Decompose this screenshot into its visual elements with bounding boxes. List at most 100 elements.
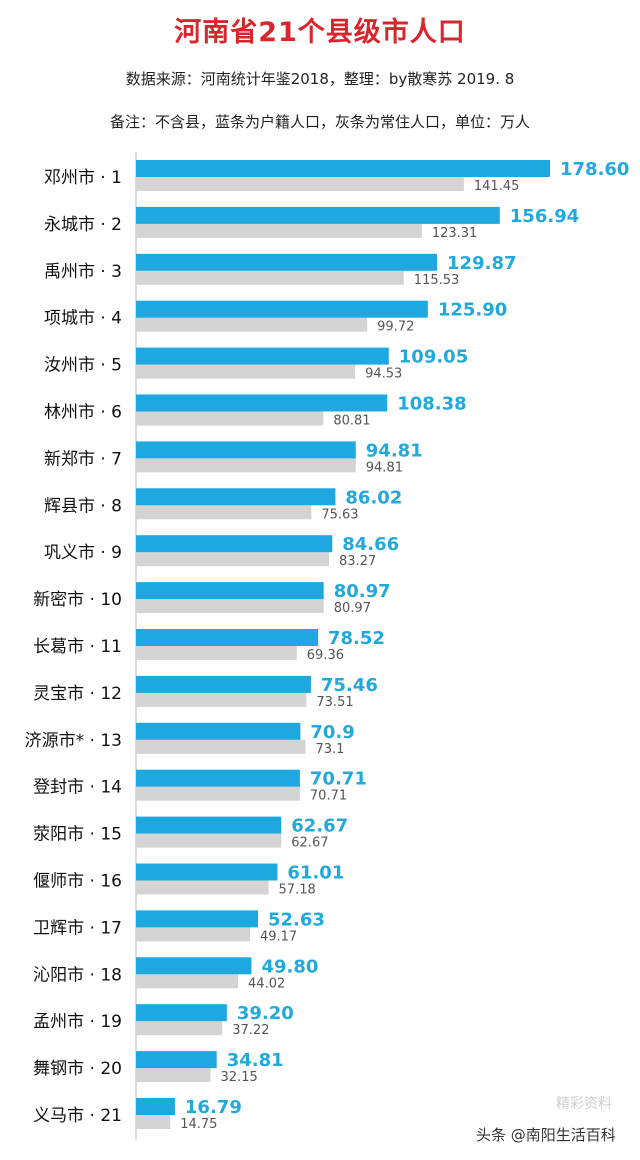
registered-bar	[136, 582, 324, 600]
registered-bar	[136, 816, 282, 834]
category-label: 义马市 · 21	[33, 1106, 122, 1126]
registered-value-label: 70.71	[310, 769, 367, 790]
registered-value-label: 108.38	[397, 394, 466, 415]
category-label: 邓州市 · 1	[44, 168, 122, 188]
resident-value-label: 94.81	[366, 460, 403, 475]
resident-value-label: 73.51	[316, 695, 353, 710]
category-label: 舞钢市 · 20	[33, 1059, 122, 1079]
resident-bar	[136, 458, 356, 473]
resident-bar	[136, 223, 422, 238]
resident-bar	[136, 739, 306, 754]
resident-bar	[136, 411, 324, 426]
category-label: 登封市 · 14	[33, 778, 122, 798]
resident-value-label: 69.36	[307, 648, 344, 663]
registered-bar	[136, 253, 438, 271]
resident-bar	[136, 317, 368, 332]
registered-value-label: 75.46	[321, 675, 378, 696]
category-label: 济源市* · 13	[25, 731, 122, 751]
registered-bar	[136, 910, 258, 928]
resident-value-label: 70.71	[310, 789, 347, 804]
resident-value-label: 75.63	[321, 507, 358, 522]
resident-value-label: 62.67	[291, 836, 328, 851]
resident-value-label: 37.22	[232, 1023, 269, 1038]
resident-bar	[136, 927, 250, 942]
registered-bar	[136, 300, 428, 318]
category-label: 辉县市 · 8	[44, 496, 122, 516]
registered-bar	[136, 863, 278, 881]
category-label: 禹州市 · 3	[44, 262, 122, 282]
resident-value-label: 115.53	[414, 273, 460, 288]
resident-bar	[136, 692, 307, 707]
registered-value-label: 78.52	[328, 628, 385, 649]
registered-bar	[136, 1098, 175, 1115]
resident-bar	[136, 646, 297, 660]
resident-bar	[136, 552, 330, 567]
category-label: 永城市 · 2	[44, 215, 122, 235]
registered-value-label: 125.90	[438, 300, 507, 321]
resident-value-label: 141.45	[474, 179, 520, 194]
resident-bar	[136, 177, 464, 191]
registered-bar	[136, 488, 336, 506]
registered-value-label: 129.87	[447, 253, 516, 274]
resident-bar	[136, 786, 300, 801]
category-label: 项城市 · 4	[44, 309, 122, 329]
resident-value-label: 80.81	[333, 414, 370, 429]
data-source-text: 数据来源：河南统计年鉴2018，整理：by散寒苏 2019. 8	[125, 70, 515, 88]
registered-value-label: 178.60	[560, 159, 629, 180]
resident-value-label: 80.97	[334, 601, 371, 616]
category-label: 卫辉市 · 17	[33, 918, 122, 938]
resident-bar	[136, 1068, 211, 1083]
resident-value-label: 57.18	[279, 883, 316, 898]
registered-value-label: 70.9	[310, 722, 354, 743]
category-label: 荥阳市 · 15	[33, 825, 122, 845]
registered-value-label: 94.81	[366, 440, 423, 461]
registered-bar	[136, 160, 550, 177]
category-label: 沁阳市 · 18	[33, 965, 122, 985]
registered-bar	[136, 629, 319, 646]
registered-value-label: 34.81	[227, 1050, 284, 1071]
registered-bar	[136, 769, 300, 787]
registered-bar	[136, 535, 333, 553]
resident-value-label: 32.15	[221, 1070, 258, 1085]
registered-bar	[136, 675, 311, 693]
registered-value-label: 52.63	[268, 909, 325, 930]
category-label: 孟州市 · 19	[33, 1012, 122, 1032]
registered-bar	[136, 722, 301, 740]
page-title: 河南省21个县级市人口	[174, 17, 466, 48]
registered-bar	[136, 441, 356, 459]
category-label: 新郑市 · 7	[44, 449, 122, 469]
registered-value-label: 61.01	[287, 863, 344, 884]
resident-value-label: 73.1	[315, 742, 344, 757]
registered-value-label: 39.20	[237, 1003, 294, 1024]
category-label: 林州市 · 6	[44, 403, 122, 423]
registered-value-label: 156.94	[510, 206, 579, 227]
category-label: 巩义市 · 9	[44, 543, 122, 563]
registered-value-label: 109.05	[399, 347, 468, 368]
registered-bar	[136, 1004, 227, 1022]
resident-value-label: 123.31	[432, 226, 478, 241]
resident-bar	[136, 833, 282, 848]
resident-value-label: 44.02	[248, 976, 285, 991]
registered-value-label: 16.79	[185, 1097, 242, 1118]
resident-bar	[136, 1021, 223, 1036]
registered-value-label: 62.67	[291, 816, 348, 837]
resident-bar	[136, 599, 324, 614]
category-label: 新密市 · 10	[33, 590, 122, 610]
registered-value-label: 84.66	[342, 534, 399, 555]
resident-value-label: 94.53	[365, 367, 402, 382]
category-label: 偃师市 · 16	[33, 872, 122, 892]
resident-value-label: 14.75	[180, 1117, 217, 1132]
resident-bar	[136, 270, 404, 285]
resident-bar	[136, 880, 269, 895]
watermark-faint-text: 精彩资料	[556, 1096, 612, 1112]
registered-value-label: 86.02	[345, 487, 402, 508]
resident-bar	[136, 505, 312, 520]
resident-bar	[136, 1115, 171, 1129]
category-label: 汝州市 · 5	[44, 356, 122, 376]
resident-bar	[136, 974, 239, 989]
registered-bar	[136, 957, 252, 975]
category-label: 灵宝市 · 12	[33, 684, 122, 704]
resident-value-label: 99.72	[377, 320, 414, 335]
registered-bar	[136, 347, 389, 365]
